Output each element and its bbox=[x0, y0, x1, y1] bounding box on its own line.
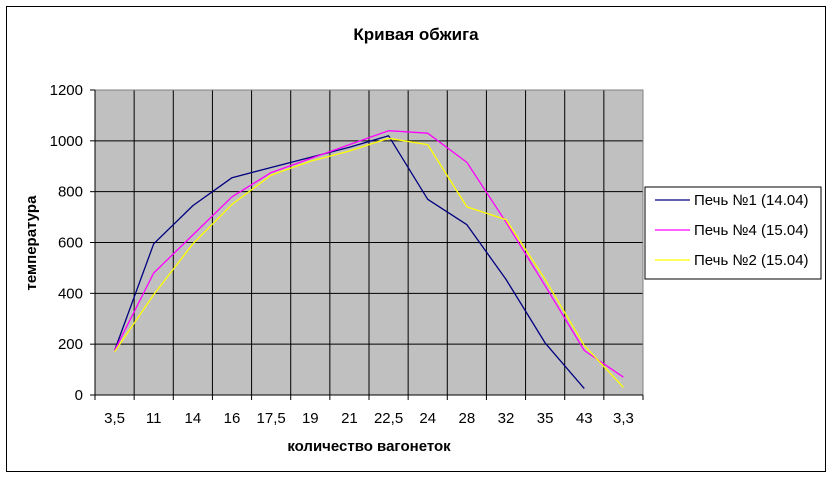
x-tick-label: 32 bbox=[498, 410, 515, 427]
x-tick-label: 11 bbox=[146, 410, 162, 427]
y-tick-label: 1000 bbox=[50, 133, 83, 150]
x-tick-label: 35 bbox=[537, 410, 554, 427]
x-tick-label: 3,5 bbox=[104, 410, 125, 427]
x-tick-label: 3,3 bbox=[613, 410, 634, 427]
x-tick-label: 14 bbox=[185, 410, 202, 427]
series-line bbox=[114, 137, 624, 388]
y-tick-label: 0 bbox=[75, 387, 83, 404]
x-axis-title: количество вагонеток bbox=[287, 438, 451, 455]
x-tick-label: 28 bbox=[459, 410, 476, 427]
x-tick-label: 16 bbox=[224, 410, 241, 427]
series-line bbox=[114, 130, 624, 378]
legend: Печь №1 (14.04) Печь №4 (15.04) Печь №2 (1… bbox=[644, 186, 822, 280]
y-axis-title: температура bbox=[23, 195, 40, 291]
y-tick-label: 1200 bbox=[50, 82, 83, 99]
series-lines bbox=[113, 130, 624, 390]
x-axis: 3,5 11 14 16 17,5 19 21 22,5 24 28 32 35 43 3,3 bbox=[94, 394, 644, 427]
y-axis: 0 200 400 600 800 1000 1200 bbox=[50, 82, 96, 404]
chart-title: Кривая обжига bbox=[353, 25, 479, 44]
x-tick-label: 17,5 bbox=[257, 410, 286, 427]
x-tick-label: 22,5 bbox=[374, 410, 403, 427]
legend-label: Печь №1 (14.04) bbox=[694, 192, 809, 209]
legend-label: Печь №4 (15.04) bbox=[694, 222, 809, 239]
y-tick-label: 600 bbox=[58, 235, 83, 252]
x-tick-label: 19 bbox=[302, 410, 319, 427]
x-tick-label: 21 bbox=[341, 410, 358, 427]
legend-box bbox=[644, 186, 822, 280]
legend-label: Печь №2 (15.04) bbox=[694, 252, 809, 269]
y-tick-label: 400 bbox=[58, 285, 83, 302]
series-line bbox=[113, 135, 585, 390]
x-tick-label: 43 bbox=[576, 410, 593, 427]
y-tick-label: 200 bbox=[58, 336, 83, 353]
y-tick-label: 800 bbox=[58, 184, 83, 201]
x-tick-label: 24 bbox=[419, 410, 436, 427]
